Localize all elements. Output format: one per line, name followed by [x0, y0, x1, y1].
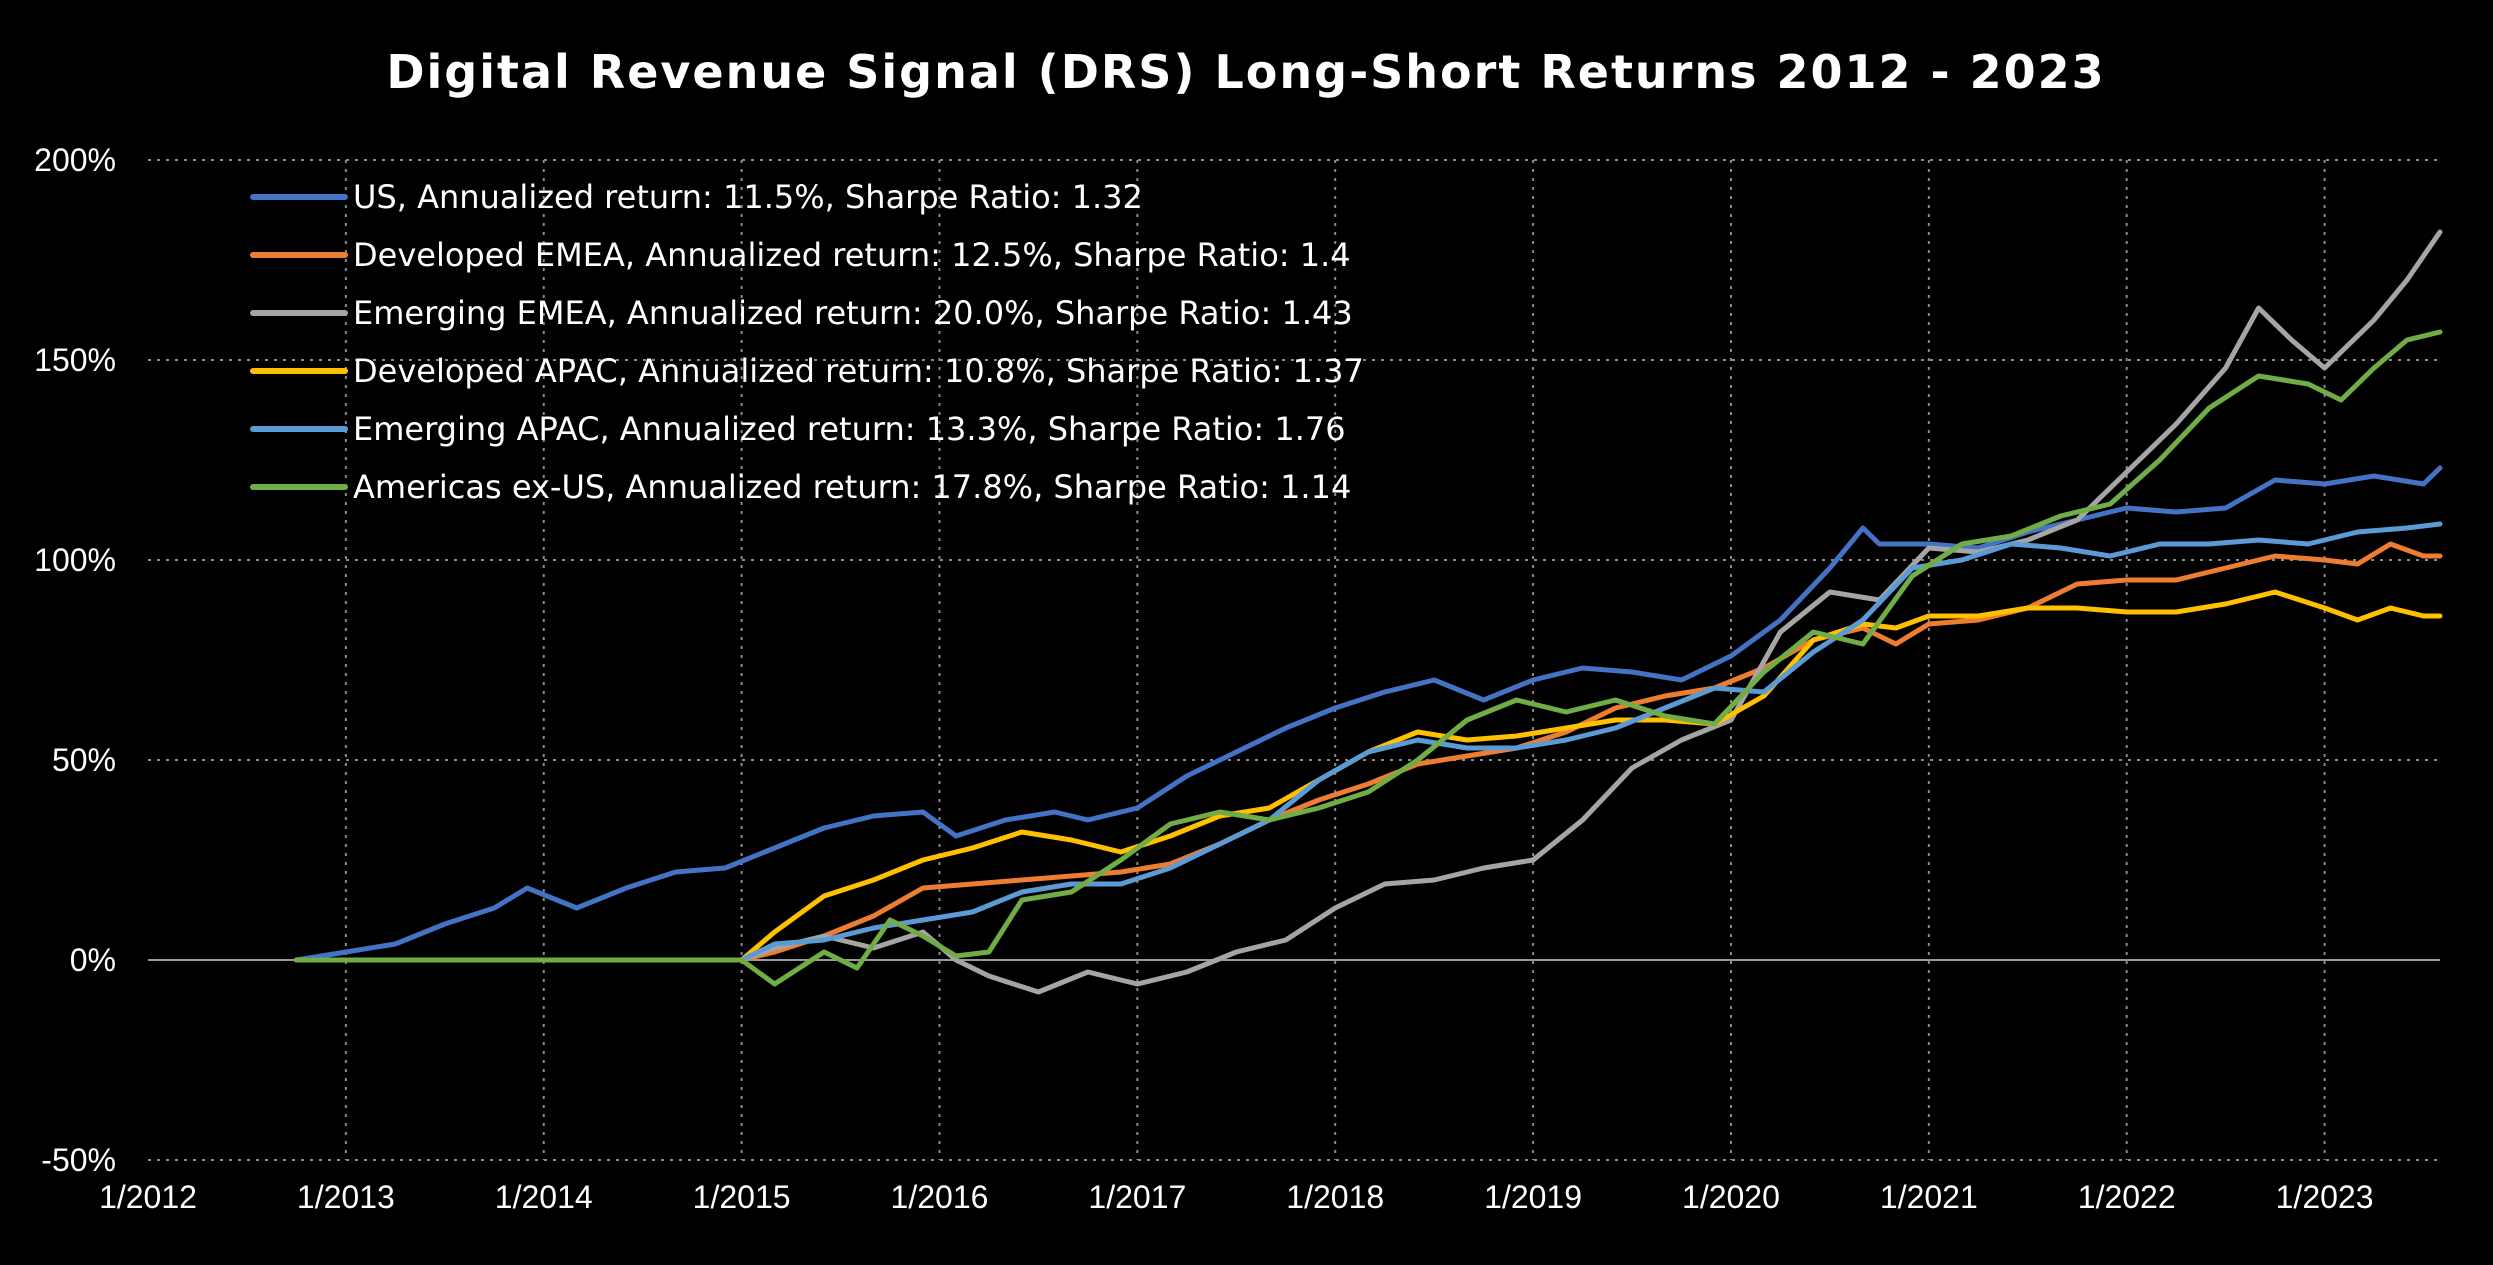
y-tick-label: 150% [34, 342, 116, 378]
x-tick-label: 1/2015 [693, 1179, 791, 1215]
x-tick-label: 1/2020 [1682, 1179, 1780, 1215]
gridlines [148, 159, 2440, 1161]
series-line-4 [293, 589, 2443, 963]
y-tick-label: 100% [34, 542, 116, 578]
y-axis-ticks: 200% 150% 100% 50% 0% -50% [34, 142, 116, 1178]
x-tick-label: 1/2017 [1088, 1179, 1186, 1215]
legend-label: Developed APAC, Annualized return: 10.8%… [353, 352, 1364, 390]
x-tick-label: 1/2013 [297, 1179, 395, 1215]
series-line-6 [293, 329, 2443, 987]
series-line-2 [293, 541, 2443, 963]
x-tick-label: 1/2012 [99, 1179, 197, 1215]
x-tick-label: 1/2014 [495, 1179, 593, 1215]
legend-label: Americas ex-US, Annualized return: 17.8%… [353, 468, 1351, 506]
x-tick-label: 1/2016 [891, 1179, 989, 1215]
y-tick-label: 200% [34, 142, 116, 178]
chart-title: Digital Revenue Signal (DRS) Long-Short … [386, 45, 2105, 99]
legend-label: Emerging APAC, Annualized return: 13.3%,… [353, 410, 1346, 448]
x-tick-label: 1/2019 [1484, 1179, 1582, 1215]
legend-label: US, Annualized return: 11.5%, Sharpe Rat… [353, 178, 1143, 216]
x-tick-label: 1/2022 [2078, 1179, 2176, 1215]
series-lines [293, 229, 2443, 995]
x-axis-ticks: 1/2012 1/2013 1/2014 1/2015 1/2016 1/2017 1/20… [99, 1179, 2373, 1215]
x-tick-label: 1/2021 [1880, 1179, 1978, 1215]
x-tick-label: 1/2023 [2276, 1179, 2374, 1215]
legend: US, Annualized return: 11.5%, Sharpe Rat… [250, 178, 1364, 506]
y-tick-label: -50% [41, 1142, 116, 1178]
x-tick-label: 1/2018 [1286, 1179, 1384, 1215]
y-tick-label: 50% [52, 742, 116, 778]
series-line-1 [293, 465, 2443, 963]
series-line-3 [293, 229, 2443, 995]
y-tick-label: 0% [70, 942, 116, 978]
legend-label: Emerging EMEA, Annualized return: 20.0%,… [353, 294, 1353, 332]
legend-label: Developed EMEA, Annualized return: 12.5%… [353, 236, 1351, 274]
series-line-5 [293, 521, 2443, 963]
